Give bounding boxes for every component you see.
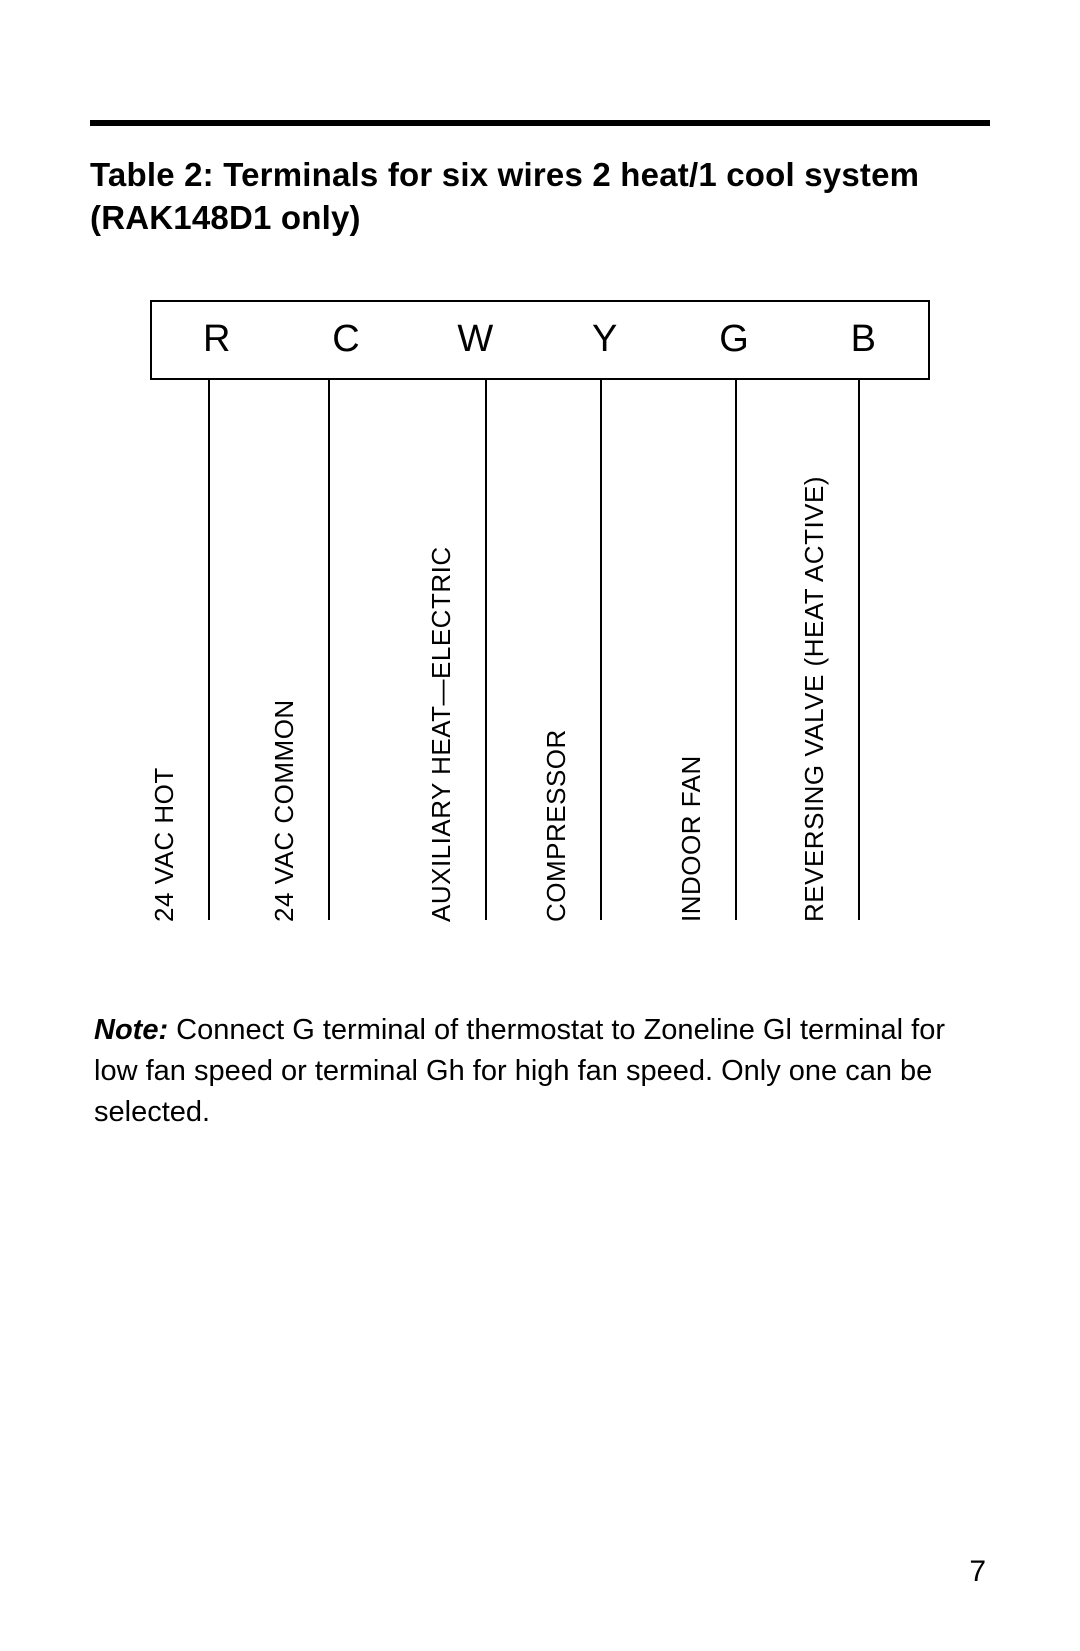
horizontal-rule [90,120,990,126]
wire: REVERSING VALVE (HEAT ACTIVE) [800,380,930,960]
note-label: Note: [94,1014,168,1046]
wire-label: INDOOR FAN [676,755,707,922]
wire-label: COMPRESSOR [541,729,572,922]
terminal-letter: R [152,302,281,378]
wire-label: REVERSING VALVE (HEAT ACTIVE) [799,476,830,922]
wire-line [208,380,210,920]
wire-line [600,380,602,920]
wire-line [858,380,860,920]
wire: COMPRESSOR [540,380,670,960]
wire-line [735,380,737,920]
terminal-diagram: RCWYGB 24 VAC HOT 24 VAC COMMON AUXILIARY … [130,300,950,960]
wire: INDOOR FAN [670,380,800,960]
wire-line [485,380,487,920]
page: Table 2: Terminals for six wires 2 heat/… [0,0,1080,1651]
note-text: Connect G terminal of thermostat to Zone… [94,1014,945,1128]
table-title: Table 2: Terminals for six wires 2 heat/… [90,154,990,240]
wire-label: AUXILIARY HEAT—ELECTRIC [426,546,457,922]
wire: 24 VAC COMMON [280,380,410,960]
wire: 24 VAC HOT [150,380,280,960]
wire-label: 24 VAC COMMON [269,699,300,922]
terminal-strip: RCWYGB [150,300,930,380]
terminal-letter: C [281,302,410,378]
terminal-letter: G [669,302,798,378]
wire-label: 24 VAC HOT [149,767,180,922]
note-paragraph: Note: Connect G terminal of thermostat t… [90,1010,990,1134]
wire: AUXILIARY HEAT—ELECTRIC [410,380,540,960]
wire-line [328,380,330,920]
terminal-letter: Y [540,302,669,378]
terminal-letter: B [799,302,928,378]
wire-group: 24 VAC HOT 24 VAC COMMON AUXILIARY HEAT—EL… [150,380,930,960]
terminal-letter: W [411,302,540,378]
page-number: 7 [969,1555,986,1589]
